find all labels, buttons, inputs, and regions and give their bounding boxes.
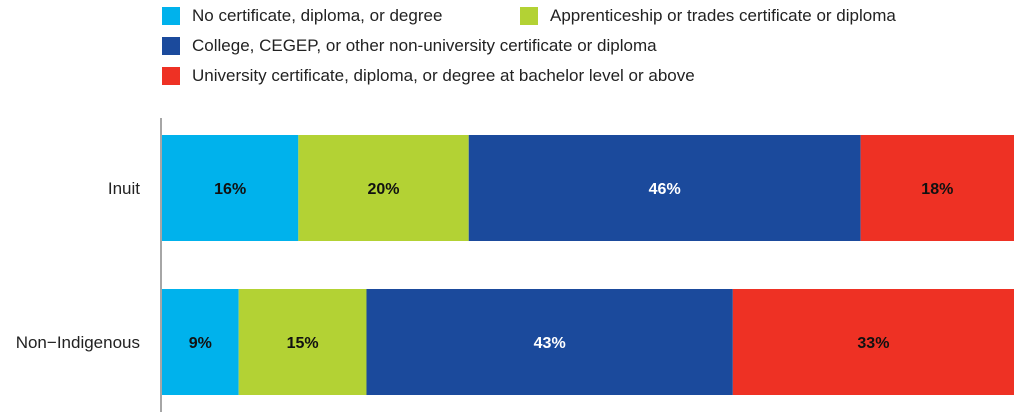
bar-segment-1-0 bbox=[162, 289, 239, 395]
legend-label-no-certificate: No certificate, diploma, or degree bbox=[192, 6, 443, 25]
category-label-0: Inuit bbox=[108, 179, 140, 198]
data-label-0-1: 20% bbox=[368, 181, 400, 198]
legend-item-university: University certificate, diploma, or degr… bbox=[162, 64, 695, 88]
legend-item-apprenticeship: Apprenticeship or trades certificate or … bbox=[520, 4, 896, 28]
bar-segment-1-3 bbox=[732, 289, 1014, 395]
legend-label-college: College, CEGEP, or other non-university … bbox=[192, 36, 657, 55]
bar-segment-0-1 bbox=[298, 135, 469, 241]
legend-label-university: University certificate, diploma, or degr… bbox=[192, 66, 695, 85]
bar-segment-1-2 bbox=[366, 289, 733, 395]
data-label-0-0: 16% bbox=[214, 181, 246, 198]
bar-segment-1-1 bbox=[238, 289, 367, 395]
category-label-1: Non−Indigenous bbox=[16, 333, 140, 352]
data-label-1-2: 43% bbox=[534, 335, 566, 352]
legend-swatch-no-certificate bbox=[162, 7, 180, 25]
data-label-0-2: 46% bbox=[649, 181, 681, 198]
legend-swatch-apprenticeship bbox=[520, 7, 538, 25]
legend-swatch-university bbox=[162, 67, 180, 85]
data-label-1-3: 33% bbox=[857, 335, 889, 352]
legend-item-no-certificate: No certificate, diploma, or degree bbox=[162, 4, 442, 28]
legend-item-college: College, CEGEP, or other non-university … bbox=[162, 34, 657, 58]
data-label-1-0: 9% bbox=[189, 335, 212, 352]
bar-segment-0-0 bbox=[162, 135, 299, 241]
data-label-0-3: 18% bbox=[921, 181, 953, 198]
legend-swatch-college bbox=[162, 37, 180, 55]
data-label-1-1: 15% bbox=[287, 335, 319, 352]
chart-legend: No certificate, diploma, or degree Appre… bbox=[162, 2, 1022, 92]
legend-label-apprenticeship: Apprenticeship or trades certificate or … bbox=[550, 6, 896, 25]
bar-segment-0-3 bbox=[860, 135, 1014, 241]
bar-segment-0-2 bbox=[468, 135, 861, 241]
